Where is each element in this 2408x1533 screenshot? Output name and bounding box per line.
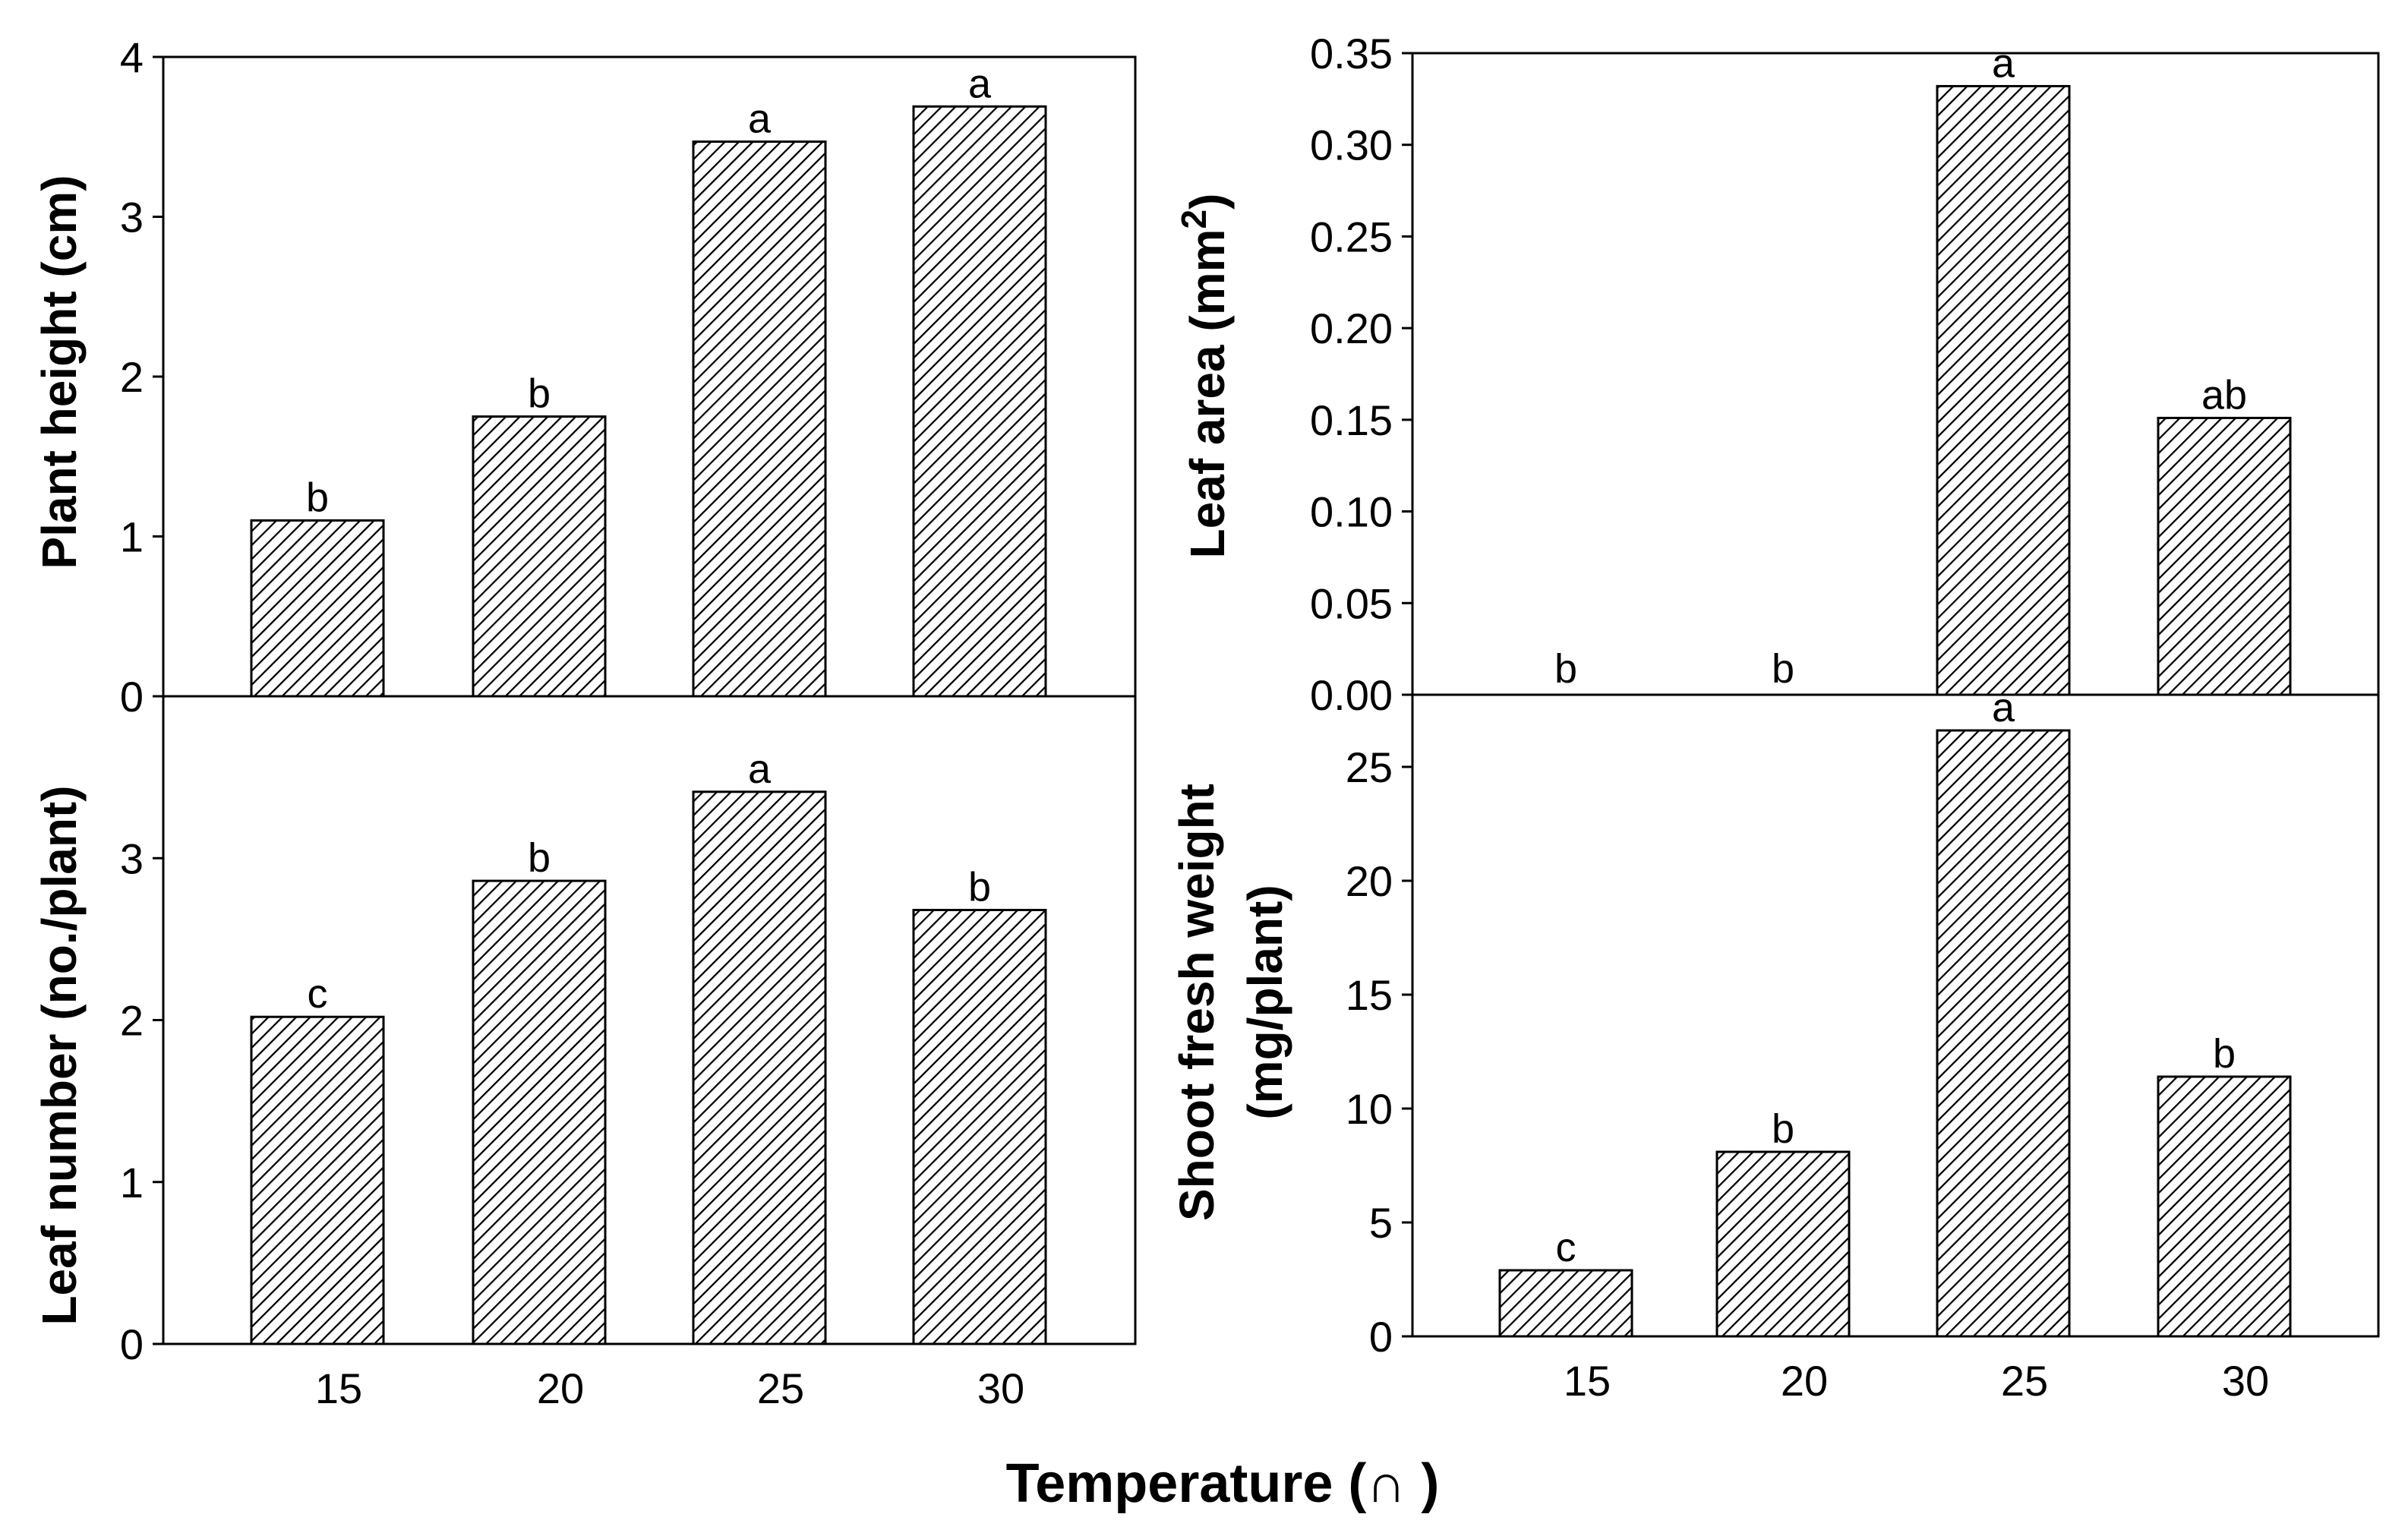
bar-30 [912,908,1047,1345]
significance-label: b [1772,1106,1794,1152]
significance-label: a [968,61,992,106]
bar-15 [250,519,385,698]
panel-top-right: 0.00 0.05 0.10 0.15 0.20 0.25 0.30 0.35 b b a ab Lea… [1174,30,2380,719]
x-axis-title: Temperature (∩ ) [1006,1453,1440,1514]
bar-30 [2157,1075,2292,1338]
y-tick-label: 0 [120,673,144,721]
y-axis-title-line2: (mg/plant) [1238,885,1292,1119]
bar-25 [1936,729,2071,1338]
significance-label: a [1992,40,2015,86]
bar-30 [2157,416,2292,696]
y-axis-title: Leaf area (mm2) [1174,194,1235,559]
y-tick-label: 0 [1369,1313,1393,1361]
y-tick-label: 0.15 [1310,396,1393,444]
x-tick-label: 15 [1564,1357,1611,1405]
significance-label: b [2213,1031,2236,1077]
y-tick-label: 2 [120,353,144,401]
y-tick-label: 10 [1346,1085,1393,1133]
panel-top-left: 0 1 2 3 4 b b a a Plant height (cm) [32,33,1137,721]
significance-label: a [748,96,772,142]
bar-20 [472,879,607,1345]
significance-label: b [1772,646,1794,692]
y-tick-label: 20 [1346,857,1393,905]
panel-bottom-right: 0 5 10 15 20 25 c 15 b 20 a 25 b 30 Shoot fresh weight… [1169,685,2380,1405]
x-tick-label: 15 [315,1364,362,1412]
significance-label: b [306,475,329,520]
y-tick-label: 3 [120,194,144,241]
y-tick-label: 0.25 [1310,213,1393,260]
x-tick-label: 25 [757,1364,804,1412]
significance-label: c [308,971,328,1017]
y-tick-label: 0.10 [1310,488,1393,536]
y-tick-label: 4 [120,33,144,81]
bar-15 [250,1015,385,1345]
y-tick-label: 0.20 [1310,304,1393,352]
bar-20 [472,415,607,698]
y-tick-label: 0.30 [1310,121,1393,169]
x-tick-label: 20 [537,1364,584,1412]
bar-20 [1715,1150,1851,1338]
y-tick-label: 3 [120,834,144,882]
bar-25 [692,140,827,698]
bar-25 [692,790,827,1345]
y-tick-label: 0 [120,1320,144,1368]
significance-label: b [528,371,551,417]
bar-25 [1936,84,2071,696]
x-tick-label: 30 [2222,1357,2269,1405]
x-tick-label: 30 [977,1364,1024,1412]
significance-label: ab [2201,372,2247,418]
y-axis-title: Leaf number (no./plant) [32,785,87,1325]
y-tick-label: 15 [1346,971,1393,1019]
y-axis-title: Plant height (cm) [32,175,87,569]
y-tick-label: 2 [120,997,144,1045]
panel-bottom-left: 0 1 2 3 c 15 b 20 a 25 b 30 Leaf number (no./plant) [32,695,1137,1412]
significance-label: a [748,746,772,792]
x-tick-label: 25 [2001,1357,2048,1405]
significance-label: b [968,864,991,910]
y-tick-label: 0.35 [1310,30,1393,77]
significance-label: b [528,835,551,881]
x-tick-label: 20 [1781,1357,1828,1405]
y-tick-label: 1 [120,1159,144,1207]
significance-label: a [1992,685,2015,730]
y-axis-title-line1: Shoot fresh weight [1169,784,1224,1221]
y-tick-label: 25 [1346,743,1393,791]
significance-label: c [1556,1225,1576,1270]
y-tick-label: 1 [120,513,144,561]
plot-frame [1411,693,2380,1338]
y-tick-label: 0.00 [1310,671,1393,719]
bar-15 [1498,1269,1633,1338]
bar-30 [912,105,1047,698]
y-tick-label: 0.05 [1310,579,1393,627]
y-tick-label: 5 [1369,1199,1393,1247]
significance-label: b [1554,646,1577,692]
